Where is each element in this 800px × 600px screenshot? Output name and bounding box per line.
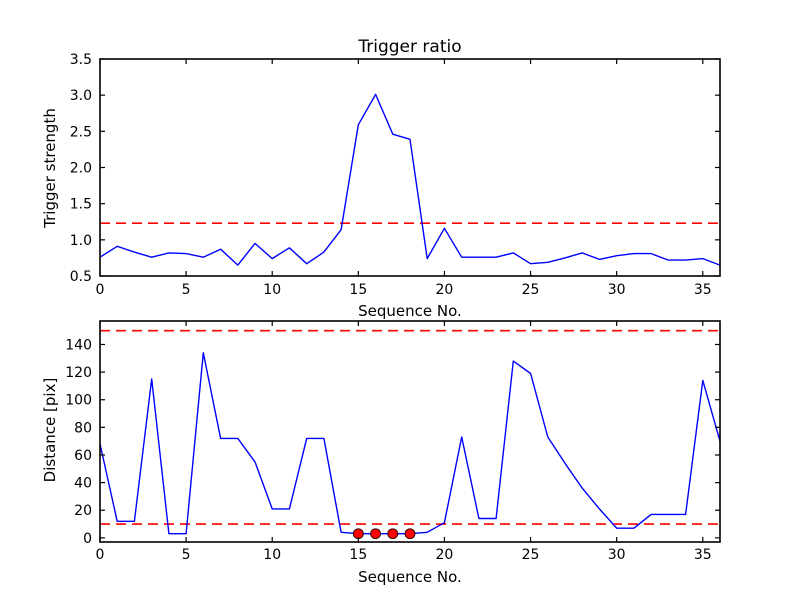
y-tick-label: 1.0 <box>70 233 92 249</box>
y-tick-label: 3.5 <box>70 52 92 68</box>
x-tick-label: 10 <box>263 282 281 298</box>
x-tick-label: 15 <box>349 547 367 563</box>
chart-title: Trigger ratio <box>358 37 462 57</box>
y-tick-label: 100 <box>65 393 92 409</box>
y-tick-label: 3.0 <box>70 88 92 104</box>
y-tick-label: 40 <box>74 476 92 492</box>
subplot-trigger-strength: 0 5 10 15 20 25 30 35 0.5 1.0 1.5 2.0 2.5 3.0 3.5 <box>70 52 721 298</box>
top-x-axis-label: Sequence No. <box>358 302 462 320</box>
y-tick-label: 1.5 <box>70 197 92 213</box>
y-tick-label: 2.0 <box>70 161 92 177</box>
bottom-x-axis-label: Sequence No. <box>358 568 462 586</box>
x-tick-label: 0 <box>96 547 105 563</box>
y-tick-label: 140 <box>65 337 92 353</box>
data-line <box>99 93 721 266</box>
x-tick-label: 15 <box>349 282 367 298</box>
x-tick-label: 25 <box>522 547 540 563</box>
x-tick-label: 35 <box>694 547 712 563</box>
x-tick-label: 35 <box>694 282 712 298</box>
x-tick-label: 30 <box>608 282 626 298</box>
x-tick-label: 20 <box>436 282 454 298</box>
y-tick-label: 60 <box>74 448 92 464</box>
x-tick-label: 0 <box>96 282 105 298</box>
event-marker-dot <box>404 528 416 540</box>
x-tick-label: 25 <box>522 282 540 298</box>
y-tick-label: 20 <box>74 503 92 519</box>
y-tick-label: 0 <box>83 531 92 547</box>
y-tick-label: 2.5 <box>70 124 92 140</box>
x-tick-label: 30 <box>608 547 626 563</box>
x-tick-label: 5 <box>182 282 191 298</box>
x-tick-label: 5 <box>182 547 191 563</box>
event-marker-dot <box>370 528 381 540</box>
x-tick-label: 10 <box>263 547 281 563</box>
axes-background <box>100 59 720 276</box>
axes-background <box>100 321 720 542</box>
x-tick-label: 20 <box>436 547 454 563</box>
y-tick-label: 0.5 <box>70 269 92 285</box>
y-tick-label: 120 <box>65 365 92 381</box>
event-marker-dot <box>387 528 399 540</box>
axes-spines <box>99 320 721 543</box>
subplot-distance: 0 5 10 15 20 25 30 35 0 20 40 60 80 100 120 140 <box>65 320 721 563</box>
y-tick-label: 80 <box>74 420 92 436</box>
